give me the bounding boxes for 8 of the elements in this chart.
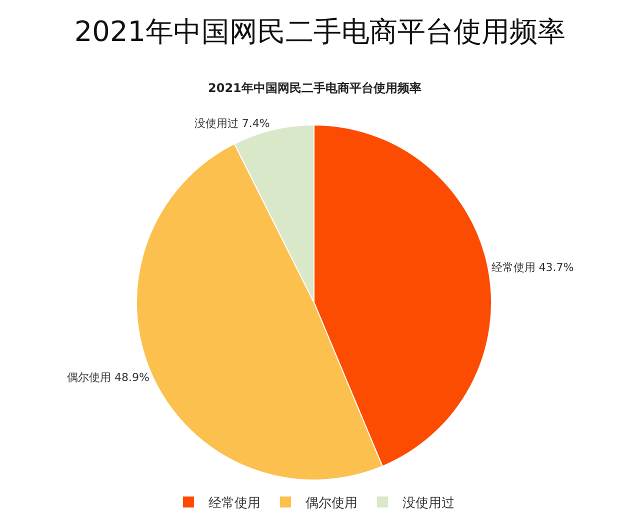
category-label: 经常使用 43.7%	[491, 260, 574, 274]
legend-label: 没使用过	[402, 496, 454, 512]
legend-label: 偶尔使用	[306, 496, 358, 512]
chart-title: 2021年中国网民二手电商平台使用频率	[74, 14, 566, 48]
legend-label: 经常使用	[208, 496, 260, 512]
category-label: 偶尔使用 48.9%	[66, 371, 150, 384]
chart-subtitle: 2021年中国网民二手电商平台使用频率	[208, 81, 422, 95]
category-label: 没使用过 7.4%	[194, 117, 270, 130]
